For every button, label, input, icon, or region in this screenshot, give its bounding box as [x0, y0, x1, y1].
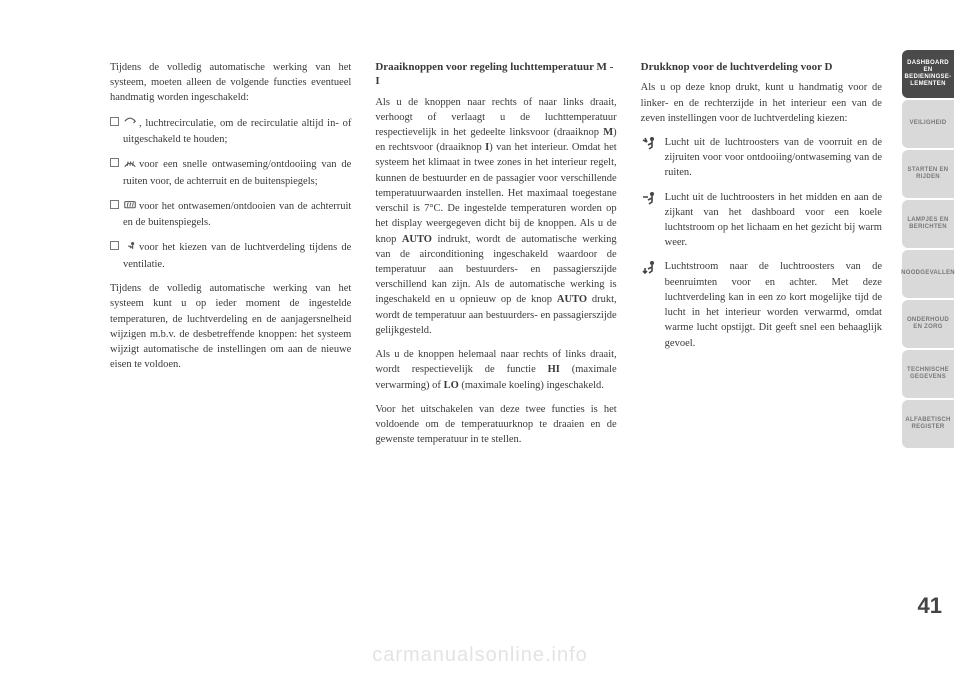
tab-label: DASHBOARD EN BEDIENINGSE- LEMENTEN	[902, 60, 954, 89]
vent-mid-icon	[641, 191, 659, 210]
bullet-recirc: , luchtrecirculatie, om de recirculatie …	[110, 115, 351, 148]
recirc-icon	[123, 115, 137, 132]
airmode-floor: Luchtstroom naar de luchtroosters van de…	[641, 259, 882, 350]
col1-closing: Tijdens de volledig automatische werking…	[110, 281, 351, 372]
column-3: Drukknop voor de luchtverdeling voor D A…	[641, 60, 882, 639]
bullet-defrost-front: voor een snelle ontwaseming/ontdooiing v…	[110, 156, 351, 189]
bullet-text: voor het kiezen van de luchtverdeling ti…	[123, 239, 351, 272]
bullet-text: voor een snelle ontwaseming/ontdooiing v…	[123, 156, 351, 189]
bullet-text: voor het ontwasemen/ontdooien van de ach…	[123, 198, 351, 231]
tab-onderhoud[interactable]: ONDERHOUD EN ZORG	[902, 300, 954, 348]
col2-p1: Als u de knoppen naar rechts of naar lin…	[375, 95, 616, 339]
bullet-text: , luchtrecirculatie, om de recirculatie …	[123, 115, 351, 148]
section-tabs: DASHBOARD EN BEDIENINGSE- LEMENTEN VEILI…	[902, 0, 960, 679]
airmode-windshield: Lucht uit de luchtroosters van de voorru…	[641, 135, 882, 181]
checkbox-icon	[110, 200, 119, 209]
bullet-defrost-rear: voor het ontwasemen/ontdooien van de ach…	[110, 198, 351, 231]
checkbox-icon	[110, 241, 119, 250]
tab-technische[interactable]: TECHNISCHE GEGEVENS	[902, 350, 954, 398]
tab-nood[interactable]: NOODGEVALLEN	[902, 250, 954, 298]
airmode-face: Lucht uit de luchtroosters in het midden…	[641, 190, 882, 251]
content-area: Tijdens de volledig automatische werking…	[0, 0, 902, 679]
bullet-airflow: voor het kiezen van de luchtverdeling ti…	[110, 239, 351, 272]
defrost-rear-icon	[123, 198, 137, 215]
tab-veiligheid[interactable]: VEILIGHEID	[902, 100, 954, 148]
tab-label: LAMPJES EN BERICHTEN	[907, 217, 948, 231]
tab-lampjes[interactable]: LAMPJES EN BERICHTEN	[902, 200, 954, 248]
airmode-text: Lucht uit de luchtroosters in het midden…	[665, 190, 882, 251]
page-number: 41	[918, 593, 942, 619]
column-2: Draaiknoppen voor regeling luchttemperat…	[375, 60, 616, 639]
tab-label: VEILIGHEID	[909, 120, 946, 127]
col2-p3: Voor het uitschakelen van deze twee func…	[375, 402, 616, 448]
defrost-front-icon	[123, 156, 137, 173]
airflow-icon	[123, 239, 137, 256]
checkbox-icon	[110, 117, 119, 126]
airmode-text: Lucht uit de luchtroosters van de voorru…	[665, 135, 882, 181]
tab-register[interactable]: ALFABETISCH REGISTER	[902, 400, 954, 448]
col2-p2: Als u de knoppen helemaal naar rechts of…	[375, 347, 616, 393]
col3-heading: Drukknop voor de luchtverdeling voor D	[641, 60, 882, 74]
manual-page: Tijdens de volledig automatische werking…	[0, 0, 960, 679]
tab-label: STARTEN EN RIJDEN	[908, 167, 949, 181]
checkbox-icon	[110, 158, 119, 167]
column-1: Tijdens de volledig automatische werking…	[110, 60, 351, 639]
tab-label: ONDERHOUD EN ZORG	[907, 317, 949, 331]
tab-starten[interactable]: STARTEN EN RIJDEN	[902, 150, 954, 198]
col3-intro: Als u op deze knop drukt, kunt u handmat…	[641, 80, 882, 126]
vent-up-icon	[641, 136, 659, 155]
col2-heading: Draaiknoppen voor regeling luchttemperat…	[375, 60, 616, 89]
tab-dashboard[interactable]: DASHBOARD EN BEDIENINGSE- LEMENTEN	[902, 50, 954, 98]
vent-down-icon	[641, 260, 659, 279]
tab-label: TECHNISCHE GEGEVENS	[907, 367, 949, 381]
tab-label: NOODGEVALLEN	[901, 270, 955, 277]
airmode-text: Luchtstroom naar de luchtroosters van de…	[665, 259, 882, 350]
tab-label: ALFABETISCH REGISTER	[905, 417, 950, 431]
col1-intro: Tijdens de volledig automatische werking…	[110, 60, 351, 106]
watermark: carmanualsonline.info	[0, 644, 960, 667]
